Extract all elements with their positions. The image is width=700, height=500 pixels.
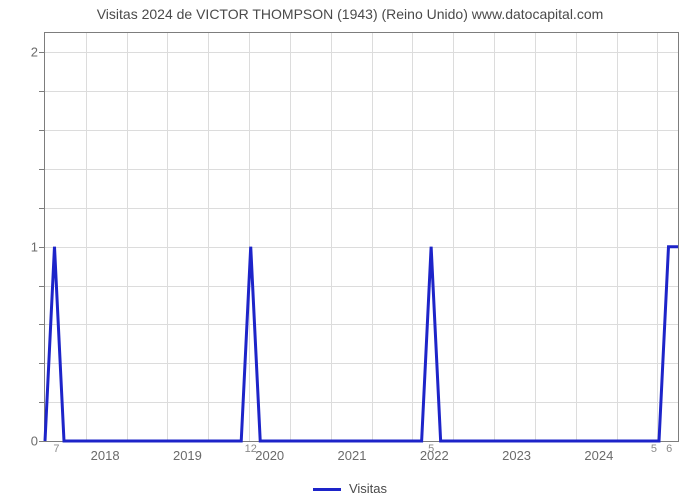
- y-tick-dash: [39, 363, 44, 364]
- x-tick-label: 2022: [420, 448, 449, 463]
- series-line: [45, 33, 678, 441]
- legend-swatch: [313, 488, 341, 491]
- visitas-line: [45, 247, 678, 441]
- y-tick-dash: [39, 130, 44, 131]
- value-label: 7: [53, 443, 59, 455]
- legend: Visitas: [0, 481, 700, 496]
- y-tick-dash: [39, 52, 44, 53]
- x-tick-label: 2024: [584, 448, 613, 463]
- plot-area: [44, 32, 679, 442]
- x-tick-label: 2019: [173, 448, 202, 463]
- chart-title: Visitas 2024 de VICTOR THOMPSON (1943) (…: [0, 6, 700, 22]
- y-tick-label: 0: [8, 434, 38, 449]
- value-label: 5: [428, 443, 434, 455]
- legend-label: Visitas: [349, 481, 387, 496]
- y-tick-label: 2: [8, 45, 38, 60]
- value-label: 12: [245, 443, 257, 455]
- y-tick-dash: [39, 91, 44, 92]
- y-tick-dash: [39, 169, 44, 170]
- x-tick-label: 2021: [338, 448, 367, 463]
- y-tick-dash: [39, 402, 44, 403]
- y-tick-dash: [39, 324, 44, 325]
- y-tick-label: 1: [8, 239, 38, 254]
- y-tick-dash: [39, 286, 44, 287]
- y-tick-dash: [39, 441, 44, 442]
- x-tick-label: 2018: [91, 448, 120, 463]
- y-tick-dash: [39, 208, 44, 209]
- x-tick-label: 2023: [502, 448, 531, 463]
- value-label: 5: [651, 443, 657, 455]
- value-label: 6: [666, 443, 672, 455]
- x-tick-label: 2020: [255, 448, 284, 463]
- y-tick-dash: [39, 247, 44, 248]
